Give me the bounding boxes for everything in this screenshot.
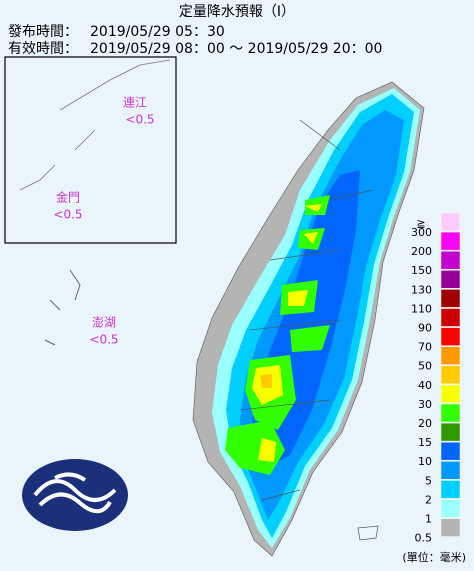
legend-label: 20 <box>418 417 432 430</box>
taiwan-map <box>192 81 425 557</box>
legend-label: 150 <box>411 264 432 277</box>
logo <box>22 459 128 531</box>
coast-lines <box>19 59 171 191</box>
legend-label: 50 <box>418 360 432 373</box>
legend-swatch <box>440 403 461 423</box>
legend-swatch <box>440 289 461 308</box>
legend-swatch <box>440 212 461 232</box>
legend-swatch <box>440 365 461 385</box>
legend-label: 2 <box>425 493 432 506</box>
legend-label: 200 <box>411 245 432 258</box>
inset-frame <box>4 56 177 244</box>
island-value: <0.5 <box>53 208 82 222</box>
legend-swatch <box>440 231 461 251</box>
legend-label: 5 <box>425 474 432 487</box>
legend-swatch <box>440 270 461 289</box>
legend-label: 110 <box>411 302 432 315</box>
legend-unit: (單位：毫米) <box>402 550 466 564</box>
legend-swatch <box>440 384 461 404</box>
legend-swatch <box>440 327 461 346</box>
legend-swatch <box>440 346 461 365</box>
island-value: <0.5 <box>89 333 118 347</box>
legend-label: 1 <box>425 513 432 526</box>
island-name: 連江 <box>123 96 147 110</box>
valid-time: 2019/05/29 08：00 〜 2019/05/29 20：00 <box>90 41 382 57</box>
legend: 300 200 150 130 110 90 70 50 40 30 20 15 10 5 2 1 0.5 <box>411 212 461 545</box>
island-value: <0.5 <box>125 113 154 127</box>
legend-swatch <box>440 308 461 327</box>
legend-swatch <box>440 441 461 461</box>
island-name: 澎湖 <box>92 315 116 330</box>
legend-swatch <box>440 422 461 442</box>
legend-swatch <box>440 499 461 518</box>
legend-label: 40 <box>418 379 432 392</box>
legend-label: 0.5 <box>415 532 433 545</box>
legend-swatch <box>440 480 461 499</box>
legend-label: 10 <box>418 455 432 468</box>
legend-label: 15 <box>418 436 432 449</box>
legend-label: 130 <box>411 283 432 296</box>
legend-label: 70 <box>418 341 432 354</box>
legend-label: 90 <box>418 322 432 335</box>
issue-label: 發布時間： <box>8 24 78 40</box>
legend-symbol: ≧ <box>416 217 425 230</box>
legend-label: 300 <box>411 226 432 239</box>
legend-label: 30 <box>418 398 432 411</box>
issue-time: 2019/05/29 05：30 <box>90 24 225 40</box>
legend-swatch <box>440 518 461 537</box>
title: 定量降水預報（I） <box>179 4 295 20</box>
legend-swatch <box>440 461 461 480</box>
legend-swatch <box>440 250 461 270</box>
island-name: 金門 <box>56 190 80 205</box>
valid-label: 有效時間： <box>8 41 78 57</box>
penghu-islands <box>44 269 81 346</box>
